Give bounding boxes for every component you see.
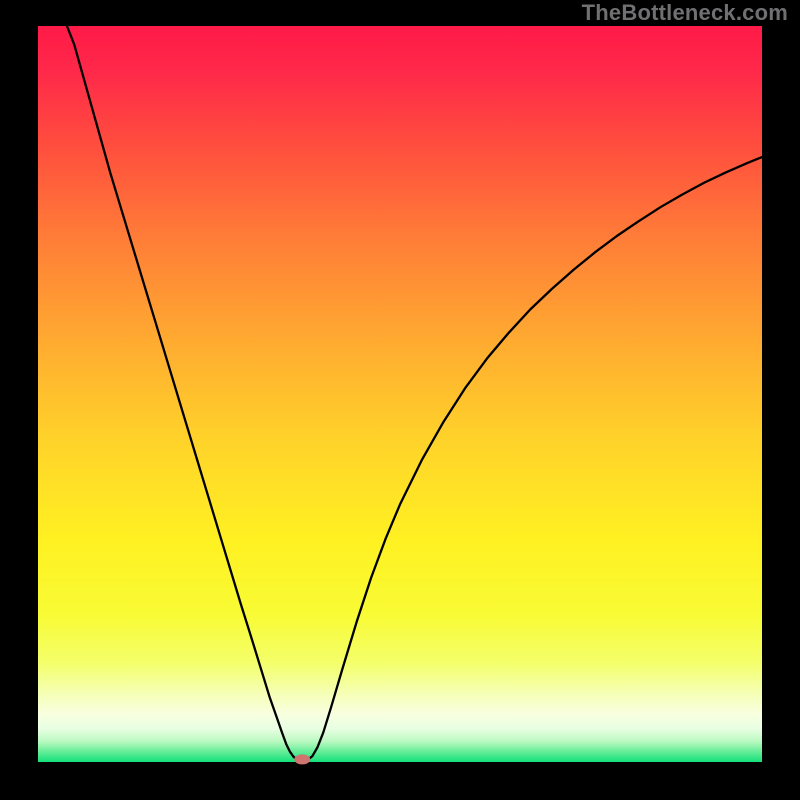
gradient-background: [38, 26, 762, 762]
bottleneck-chart: [0, 0, 800, 800]
watermark-text: TheBottleneck.com: [582, 0, 788, 26]
chart-stage: TheBottleneck.com: [0, 0, 800, 800]
optimal-marker: [294, 754, 310, 764]
